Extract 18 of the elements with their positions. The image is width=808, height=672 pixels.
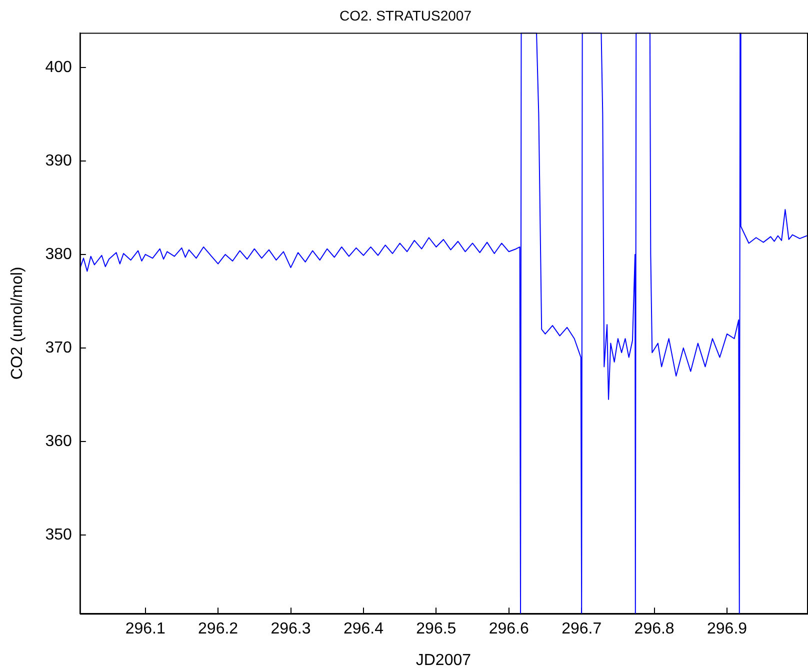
x-tick-label: 296.6 bbox=[488, 620, 530, 638]
x-tick-label: 296.7 bbox=[562, 620, 602, 638]
x-tick-label: 296.1 bbox=[125, 620, 166, 638]
y-axis-title: CO2 (umol/mol) bbox=[9, 266, 26, 380]
x-tick-label: 296.8 bbox=[634, 620, 674, 638]
x-tick-label: 296.9 bbox=[706, 620, 748, 638]
x-tick-label: 296.2 bbox=[198, 620, 238, 638]
y-tick-label: 350 bbox=[45, 526, 72, 544]
y-tick-label: 380 bbox=[45, 246, 72, 263]
y-tick-label: 360 bbox=[45, 432, 72, 450]
y-tick-label: 390 bbox=[45, 152, 72, 170]
x-tick-label: 296.3 bbox=[270, 620, 311, 638]
x-axis-title: JD2007 bbox=[416, 652, 472, 669]
x-tick-label: 296.4 bbox=[343, 620, 384, 638]
chart-title: CO2. STRATUS2007 bbox=[339, 7, 472, 24]
x-tick-label: 296.5 bbox=[416, 620, 456, 638]
y-tick-label: 370 bbox=[45, 339, 72, 356]
y-tick-label: 400 bbox=[45, 58, 72, 76]
